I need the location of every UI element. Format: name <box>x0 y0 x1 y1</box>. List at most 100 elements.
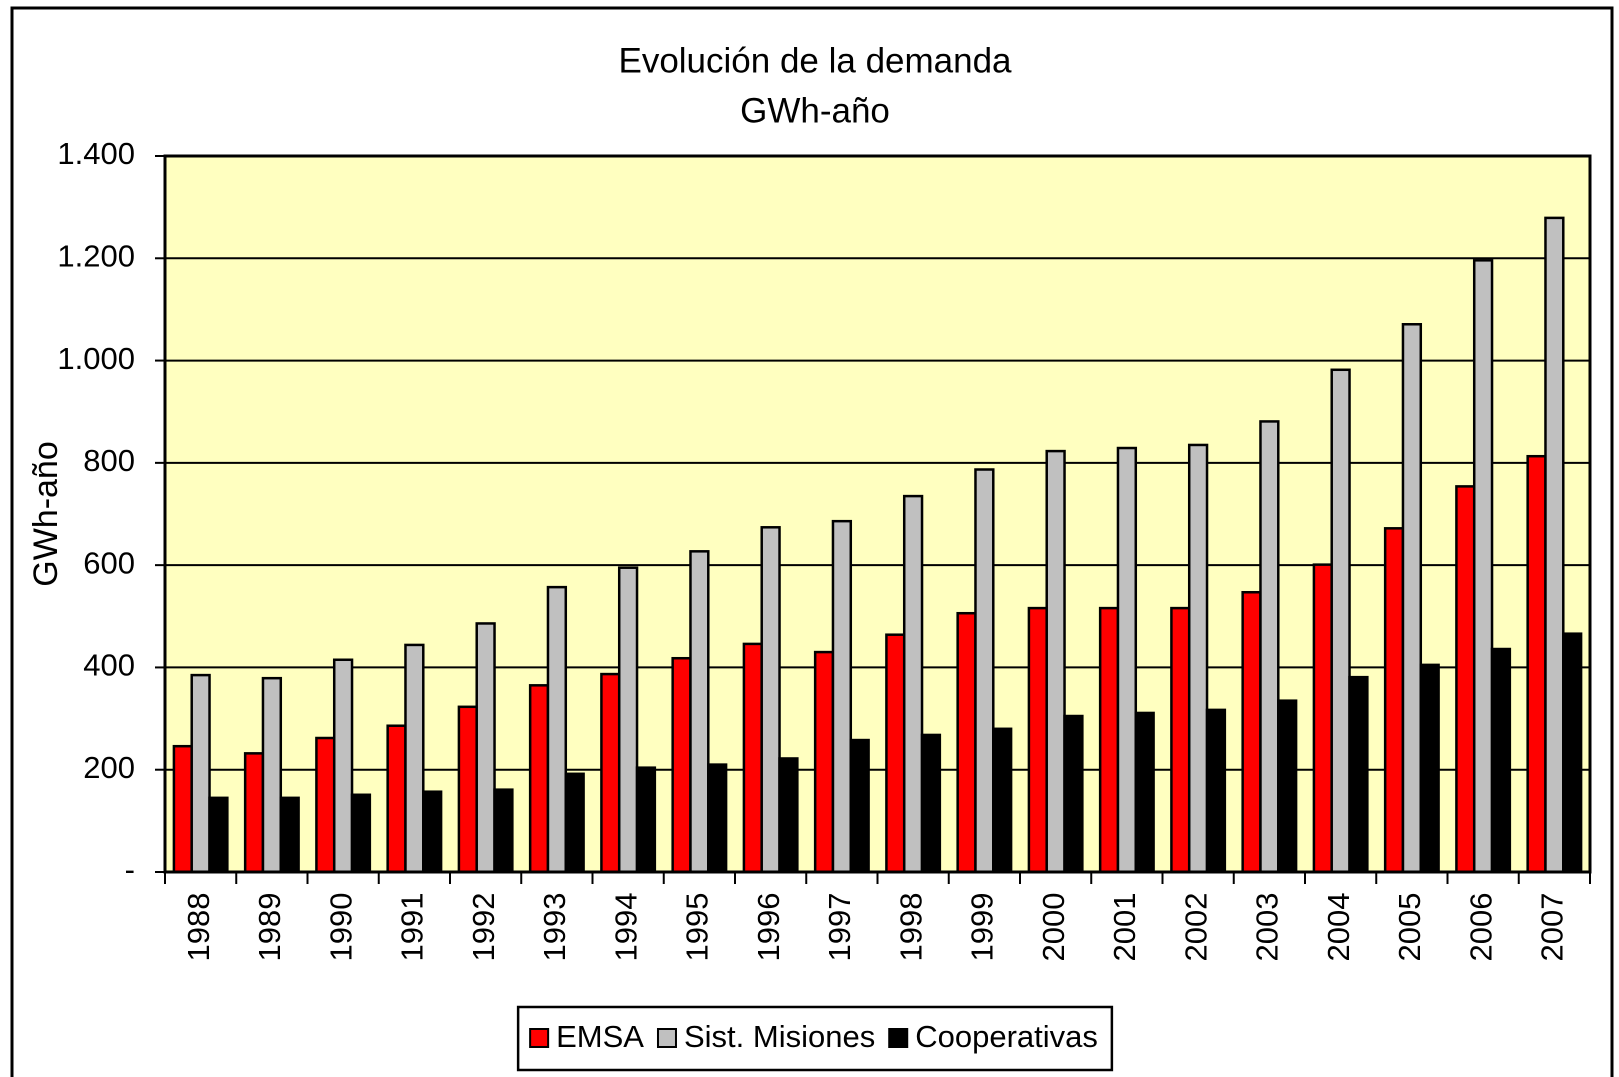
bar <box>1259 420 1280 874</box>
x-tick-label: 1989 <box>252 893 287 962</box>
chart-subtitle: GWh-año <box>740 91 890 130</box>
chart-title: Evolución de la demanda <box>618 41 1012 80</box>
x-tick-label: 1996 <box>751 893 786 962</box>
plot-area <box>163 154 1592 874</box>
bar <box>600 672 621 874</box>
bar <box>956 611 977 874</box>
bar <box>671 656 692 874</box>
x-tick-label: 2004 <box>1321 893 1356 962</box>
bar <box>813 650 835 874</box>
x-tick-label: 1995 <box>680 893 715 962</box>
bar <box>1187 443 1209 874</box>
bar <box>1419 663 1440 874</box>
bar <box>564 772 585 874</box>
bar <box>1045 449 1066 874</box>
bar <box>742 642 763 874</box>
bar <box>1348 675 1369 874</box>
bar <box>546 585 568 874</box>
bar <box>635 766 657 874</box>
bar <box>528 684 550 874</box>
y-tick-label: 400 <box>83 648 135 683</box>
legend-label: Cooperativas <box>915 1019 1098 1054</box>
bar <box>1472 259 1494 874</box>
bar <box>279 796 300 874</box>
y-tick-label: 1.400 <box>57 136 135 171</box>
bar <box>1205 708 1227 874</box>
legend-swatch <box>656 1028 677 1048</box>
y-tick-label: 600 <box>83 545 135 580</box>
bar <box>1277 699 1298 874</box>
y-tick-label: 1.000 <box>57 341 135 376</box>
bar <box>1134 711 1155 874</box>
bar <box>1116 446 1138 874</box>
x-tick-label: 2005 <box>1392 893 1427 962</box>
x-tick-label: 1999 <box>965 893 1000 962</box>
bar <box>190 673 211 874</box>
bar <box>1170 606 1191 874</box>
bar <box>386 724 407 874</box>
legend: EMSA Sist. Misiones Cooperativas <box>516 1005 1114 1072</box>
legend-box <box>516 1005 1114 1072</box>
x-tick-label: 2002 <box>1178 893 1213 962</box>
bar <box>208 796 229 874</box>
bar <box>1063 714 1084 874</box>
bar <box>992 727 1013 874</box>
bar <box>831 519 853 874</box>
bar <box>1098 606 1120 874</box>
x-tick-label: 1990 <box>323 893 358 962</box>
bar <box>885 633 906 874</box>
bar <box>1027 606 1048 874</box>
y-tick-label: 800 <box>83 443 135 478</box>
x-tick-label: 2007 <box>1535 893 1570 962</box>
bar <box>902 494 924 874</box>
bar <box>1562 632 1583 874</box>
bar <box>1383 527 1405 874</box>
bar <box>689 550 710 874</box>
x-tick-label: 1988 <box>181 893 216 962</box>
legend-swatch <box>529 1028 550 1048</box>
x-tick-label: 1997 <box>822 893 857 962</box>
bar <box>1544 216 1565 874</box>
y-axis-label: GWh-año <box>27 441 65 587</box>
bar <box>457 705 478 874</box>
bar <box>1526 454 1547 874</box>
bar <box>404 643 425 874</box>
bar <box>1490 647 1512 874</box>
bar <box>920 733 942 874</box>
bar <box>493 788 514 874</box>
bar <box>315 736 336 874</box>
bar <box>1241 590 1262 874</box>
x-tick-label: 1993 <box>537 893 572 962</box>
legend-swatch <box>888 1028 909 1048</box>
y-tick-label: 1.200 <box>57 238 135 273</box>
bar <box>332 658 354 874</box>
bar <box>760 526 781 874</box>
bar <box>261 676 283 874</box>
y-tick-label: 200 <box>83 750 135 785</box>
bar <box>243 752 265 874</box>
x-tick-label: 1994 <box>608 893 643 962</box>
x-tick-label: 2000 <box>1036 893 1071 962</box>
bar <box>350 793 372 874</box>
legend-label: EMSA <box>556 1019 644 1054</box>
x-tick-label: 1992 <box>466 893 501 962</box>
bar <box>1401 323 1423 874</box>
bar <box>475 622 496 874</box>
bar <box>707 763 728 874</box>
x-tick-label: 2001 <box>1107 893 1142 962</box>
bar <box>1312 563 1333 874</box>
legend-label: Sist. Misiones <box>684 1019 875 1054</box>
bar <box>172 744 193 874</box>
bar <box>849 738 870 874</box>
x-tick-label: 2006 <box>1463 893 1498 962</box>
x-tick-label: 1991 <box>395 893 430 962</box>
bar <box>1455 485 1476 874</box>
bar <box>617 566 639 874</box>
bar <box>422 790 443 874</box>
x-tick-label: 1998 <box>893 893 928 962</box>
bar <box>778 757 799 874</box>
bar <box>974 468 995 874</box>
x-tick-label: 2003 <box>1250 893 1285 962</box>
